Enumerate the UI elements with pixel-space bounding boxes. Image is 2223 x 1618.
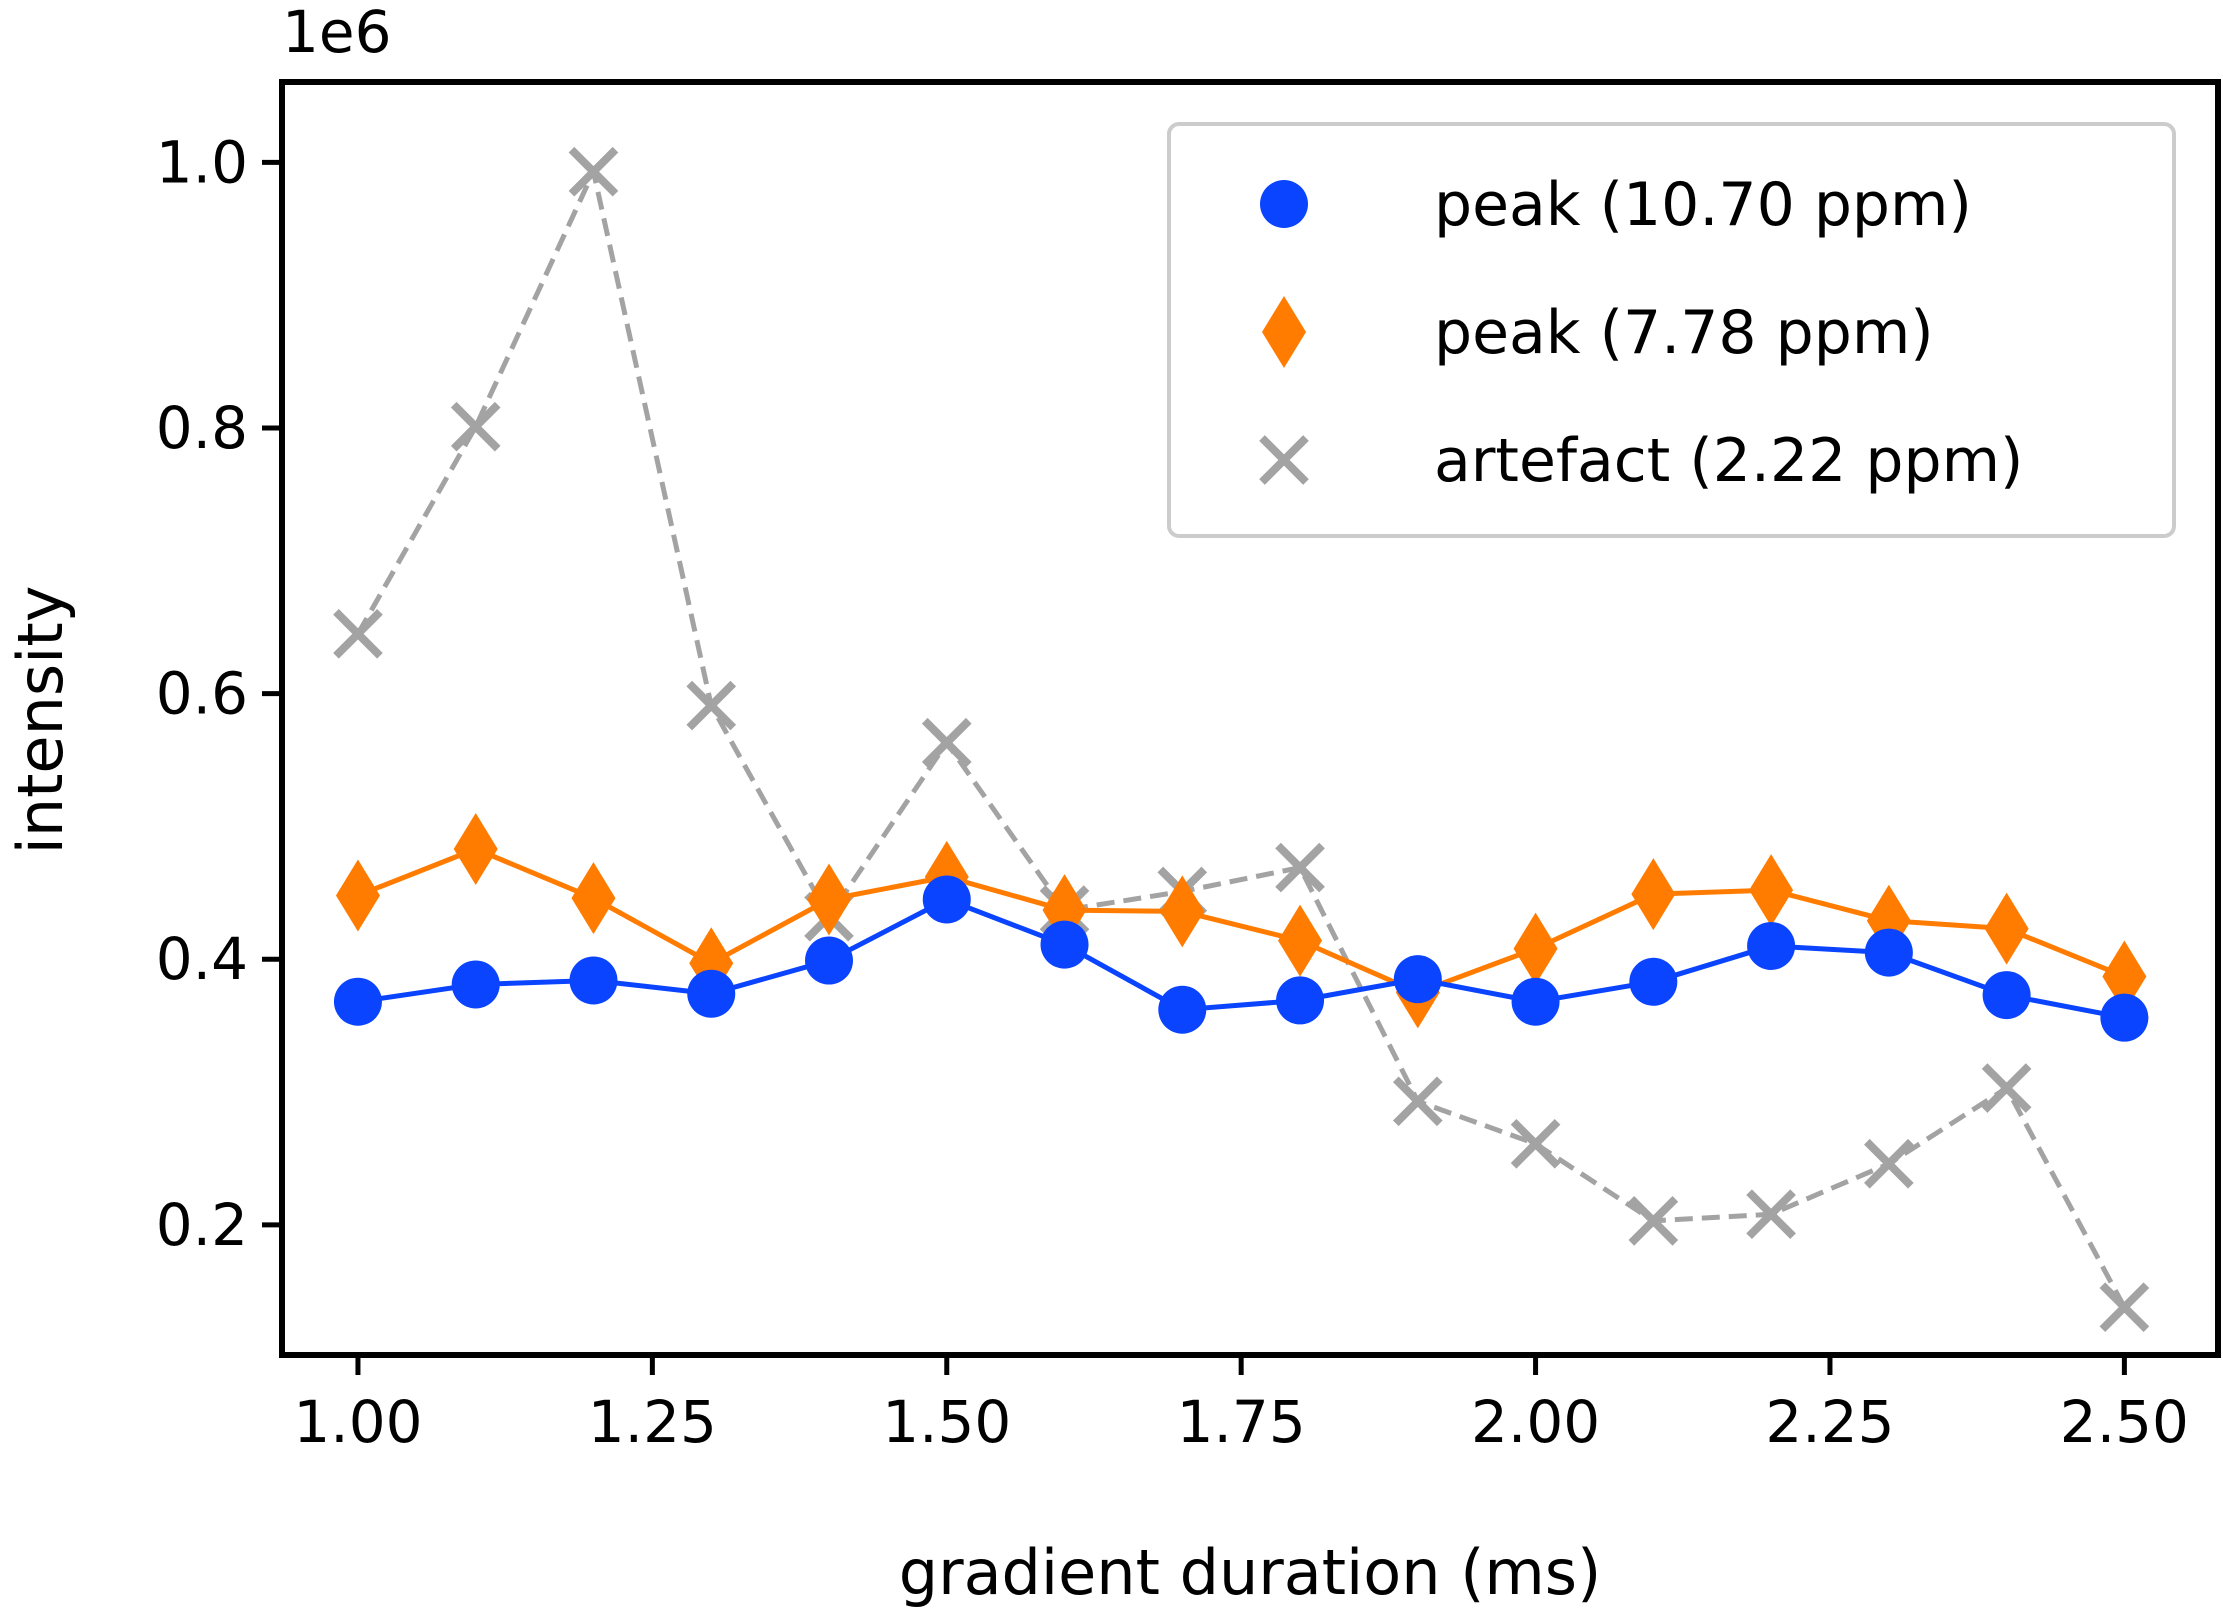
x-tick-label: 1.25 (588, 1388, 717, 1456)
series-1-point (1864, 928, 1913, 977)
legend-item-2: peak (7.78 ppm) (1262, 296, 1934, 368)
x-tick-label: 2.00 (1471, 1388, 1600, 1456)
series-1-point (1040, 920, 1089, 969)
x-tick-label: 1.00 (293, 1388, 422, 1456)
legend-label-3: artefact (2.22 ppm) (1434, 426, 2023, 496)
series-1-point (1511, 977, 1560, 1026)
plot-frame (279, 79, 2221, 1358)
y-axis-label: intensity (4, 586, 77, 855)
series-3-point (1510, 1119, 1561, 1169)
series-2-point (1631, 858, 1676, 931)
series-3-point (1275, 842, 1325, 893)
legend-items: peak (10.70 ppm) peak (7.78 ppm) artefact … (1259, 170, 2023, 496)
series-1-point (333, 977, 382, 1026)
series-3-point (1981, 1063, 2032, 1113)
series-3-point (450, 401, 501, 452)
x-tick-label: 2.25 (1765, 1388, 1894, 1456)
series-2-point (1984, 892, 2029, 965)
series-1-point (451, 960, 500, 1009)
y-tick-label: 1.0 (156, 128, 248, 196)
series-2-line (357, 846, 2126, 995)
series-2-point (335, 859, 380, 932)
series-2-point (1513, 912, 1558, 985)
series-1-point (687, 969, 736, 1018)
series-3-point (1746, 1189, 1796, 1240)
x-axis-label: gradient duration (ms) (899, 1536, 1602, 1609)
x-tick-label: 1.50 (882, 1388, 1011, 1456)
series-1 (333, 875, 2149, 1042)
series-3-point (1392, 1076, 1443, 1127)
series-1-point (2100, 993, 2149, 1042)
legend-box (1167, 122, 2176, 538)
legend-label-2: peak (7.78 ppm) (1434, 298, 1934, 368)
series-3 (333, 146, 2150, 1333)
series-2-point (1278, 904, 1323, 977)
legend-marker-2 (1262, 296, 1306, 368)
series-2-point (1749, 854, 1794, 927)
marks-layer (333, 146, 2150, 1333)
series-2-point (453, 812, 498, 885)
series-2-point (571, 862, 616, 935)
series-2-point (807, 863, 852, 936)
legend-item-1: peak (10.70 ppm) (1260, 170, 1972, 240)
series-2-point (1160, 875, 1205, 948)
series-1-point (1629, 957, 1678, 1006)
x-tick-label: 1.75 (1177, 1388, 1306, 1456)
legend-marker-1 (1260, 180, 1308, 228)
y-tick-label: 0.4 (156, 925, 248, 993)
series-1-point (1747, 921, 1796, 970)
legend-marker-3 (1259, 435, 1309, 485)
series-3-point (1628, 1196, 1679, 1246)
series-1-line (357, 896, 2125, 1021)
legend: peak (10.70 ppm) peak (7.78 ppm) artefact … (1167, 122, 2176, 538)
y-tick-label: 0.2 (156, 1191, 248, 1259)
series-1-point (569, 956, 618, 1005)
series-3-point (1864, 1138, 1914, 1189)
y-tick-label: 0.8 (156, 394, 248, 462)
y-offset-label: 1e6 (282, 0, 392, 66)
series-1-point (1276, 976, 1325, 1025)
series-1-point (1982, 971, 2031, 1020)
series-3-point (2099, 1282, 2150, 1333)
legend-label-1: peak (10.70 ppm) (1434, 170, 1972, 240)
series-3-line (355, 169, 2127, 1309)
series-3-point (568, 146, 619, 197)
x-tick-label: 2.50 (2060, 1388, 2189, 1456)
series-1-point (1158, 985, 1207, 1034)
y-tick-label: 0.6 (156, 660, 248, 728)
series-3-point (921, 717, 972, 768)
series-1-point (922, 875, 971, 924)
series-3-point (333, 609, 383, 659)
series-3-point (686, 680, 737, 731)
ticks-layer: 1.00 1.25 1.50 1.75 2.00 2.25 2.50 0.2 0.4 0.6 0.8… (156, 128, 2189, 1456)
series-2-point (2102, 940, 2147, 1013)
legend-item-3: artefact (2.22 ppm) (1259, 426, 2023, 496)
series-1-point (1393, 955, 1442, 1004)
series-1-point (805, 936, 854, 985)
